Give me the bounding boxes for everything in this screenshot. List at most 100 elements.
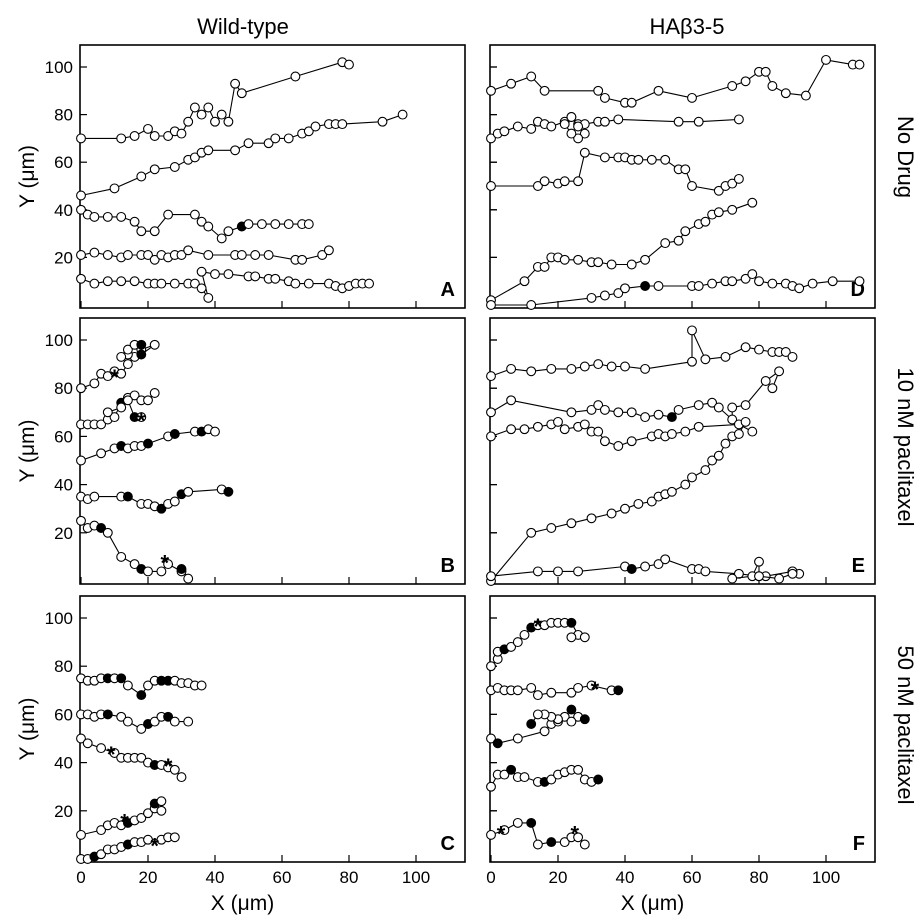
track-point-e-2-13 bbox=[693, 400, 704, 411]
track-point-d-1-10 bbox=[687, 92, 697, 103]
track-point-a-5-23 bbox=[303, 278, 314, 289]
asterisk-marker-b-2: * bbox=[137, 409, 146, 434]
track-point-e-2-4 bbox=[586, 404, 597, 415]
track-point-e-3-4 bbox=[532, 421, 543, 432]
asterisk-marker-f-3: * bbox=[497, 821, 506, 846]
track-point-e-2-5 bbox=[593, 400, 604, 411]
x-tick-label-c-60: 60 bbox=[273, 868, 292, 887]
track-point-b-5-9 bbox=[156, 503, 167, 514]
track-point-f-5-6 bbox=[546, 837, 557, 848]
track-point-d-5-2 bbox=[519, 276, 530, 287]
track-point-e-3-2 bbox=[506, 424, 517, 435]
column-title-ha-beta3-5: HAβ3-5 bbox=[649, 14, 724, 39]
track-point-b-5-11 bbox=[169, 496, 180, 507]
track-point-e-2-1 bbox=[486, 407, 496, 418]
track-point-b-6-13 bbox=[176, 564, 187, 574]
track-point-a-3-9 bbox=[163, 209, 174, 220]
track-point-a-1-3 bbox=[129, 131, 140, 141]
panel-e: E bbox=[486, 317, 876, 586]
track-point-a-4-3 bbox=[102, 250, 113, 260]
track-point-c-1-10 bbox=[143, 680, 153, 691]
track-point-e-5-6 bbox=[626, 564, 637, 574]
track-point-a-4-5 bbox=[122, 250, 133, 260]
track-point-e-2-9 bbox=[640, 412, 651, 423]
track-point-e-3-6 bbox=[553, 416, 563, 427]
track-point-b-6-7 bbox=[129, 559, 140, 570]
track-point-e-2-16 bbox=[727, 414, 738, 425]
track-point-e-5-9 bbox=[660, 554, 671, 565]
track-point-f-3-4 bbox=[539, 726, 550, 737]
track-point-a-3-7 bbox=[136, 226, 147, 237]
track-point-a-3-16 bbox=[243, 219, 254, 230]
track-a-2 bbox=[80, 114, 403, 197]
track-point-d-1-8 bbox=[626, 97, 637, 108]
track-point-e-3-7 bbox=[559, 424, 570, 435]
y-axis-label-b: Y (μm) bbox=[16, 419, 39, 482]
track-point-d-6-14 bbox=[740, 273, 751, 284]
track-point-d-6-20 bbox=[794, 283, 805, 294]
track-point-a-3-6 bbox=[129, 216, 140, 227]
track-point-e-4-9 bbox=[646, 496, 657, 507]
panel-a: 20 40 60 80 100 Y (μm) A bbox=[16, 44, 466, 309]
track-point-e-1-5 bbox=[566, 363, 577, 374]
y-tick-label-a-40: 40 bbox=[54, 201, 73, 220]
track-point-b-1-4 bbox=[102, 371, 113, 382]
track-point-e-5-8 bbox=[653, 559, 664, 570]
track-point-a-4-7 bbox=[143, 250, 153, 260]
track-point-e-2-3 bbox=[566, 407, 577, 418]
track-point-e-6-4 bbox=[754, 571, 764, 582]
track-point-a-4-17 bbox=[250, 250, 261, 260]
track-point-d-1-4 bbox=[539, 85, 550, 96]
track-point-d-6-6 bbox=[620, 283, 630, 294]
x-axis-label-f: X (μm) bbox=[621, 892, 684, 915]
track-point-b-1-16 bbox=[136, 339, 147, 350]
track-point-f-3-16 bbox=[526, 719, 537, 729]
track-point-d-6-3 bbox=[586, 292, 597, 303]
track-point-d-4-3 bbox=[539, 176, 550, 187]
track-point-d-2-14 bbox=[599, 116, 610, 127]
track-point-a-5-8 bbox=[156, 278, 167, 289]
track-point-c-1-7 bbox=[116, 673, 127, 684]
track-point-a-2-20 bbox=[337, 119, 348, 130]
track-point-a-5-4 bbox=[116, 276, 127, 287]
track-point-c-2-12 bbox=[163, 711, 174, 722]
track-point-d-6-16 bbox=[754, 276, 764, 287]
track-point-a-5-22 bbox=[290, 278, 301, 289]
track-point-b-4-14 bbox=[210, 426, 220, 437]
track-point-d-6-13 bbox=[727, 276, 738, 287]
row-title-10nm-paclitaxel: 10 nM paclitaxel bbox=[893, 368, 918, 527]
track-point-e-5-7 bbox=[640, 561, 651, 572]
track-point-d-5-8 bbox=[573, 254, 584, 265]
track-point-c-4-9 bbox=[143, 808, 153, 819]
track-point-a-1-6 bbox=[163, 131, 174, 141]
track-point-a-4-8 bbox=[149, 254, 160, 265]
track-point-a-5-20 bbox=[270, 273, 281, 284]
row-title-no-drug: No Drug bbox=[893, 116, 918, 198]
track-point-d-5-12 bbox=[626, 259, 637, 270]
track-point-f-1-6 bbox=[512, 637, 523, 648]
panel-letter-a: A bbox=[441, 279, 455, 301]
track-point-b-3-5 bbox=[136, 412, 147, 423]
track-point-b-3-1 bbox=[102, 407, 113, 418]
asterisk-marker-b-3: * bbox=[160, 551, 169, 576]
track-point-e-4-20 bbox=[733, 429, 744, 439]
track-point-d-5-18 bbox=[700, 216, 711, 227]
track-point-e-4-7 bbox=[620, 503, 630, 514]
track-point-d-1-1 bbox=[486, 85, 496, 96]
track-point-a-5-30 bbox=[364, 278, 375, 289]
track-point-e-2-8 bbox=[626, 407, 637, 418]
track-point-c-3-13 bbox=[169, 764, 180, 775]
track-point-e-5-2 bbox=[532, 566, 543, 577]
track-point-d-1-18 bbox=[821, 54, 831, 65]
track-point-d-1-15 bbox=[767, 81, 778, 91]
track-point-d-3-6 bbox=[559, 119, 570, 130]
track-point-e-1-20 bbox=[787, 351, 798, 362]
track-point-a-1-11 bbox=[196, 109, 207, 120]
track-point-d-4-14 bbox=[660, 154, 671, 165]
track-point-d-6-7 bbox=[640, 281, 651, 291]
track-point-d-4-5 bbox=[559, 176, 570, 187]
panel-letter-e: E bbox=[852, 555, 865, 577]
track-point-f-5-3 bbox=[512, 817, 523, 828]
track-point-e-2-14 bbox=[707, 397, 718, 408]
track-point-f-4-9 bbox=[546, 774, 557, 785]
